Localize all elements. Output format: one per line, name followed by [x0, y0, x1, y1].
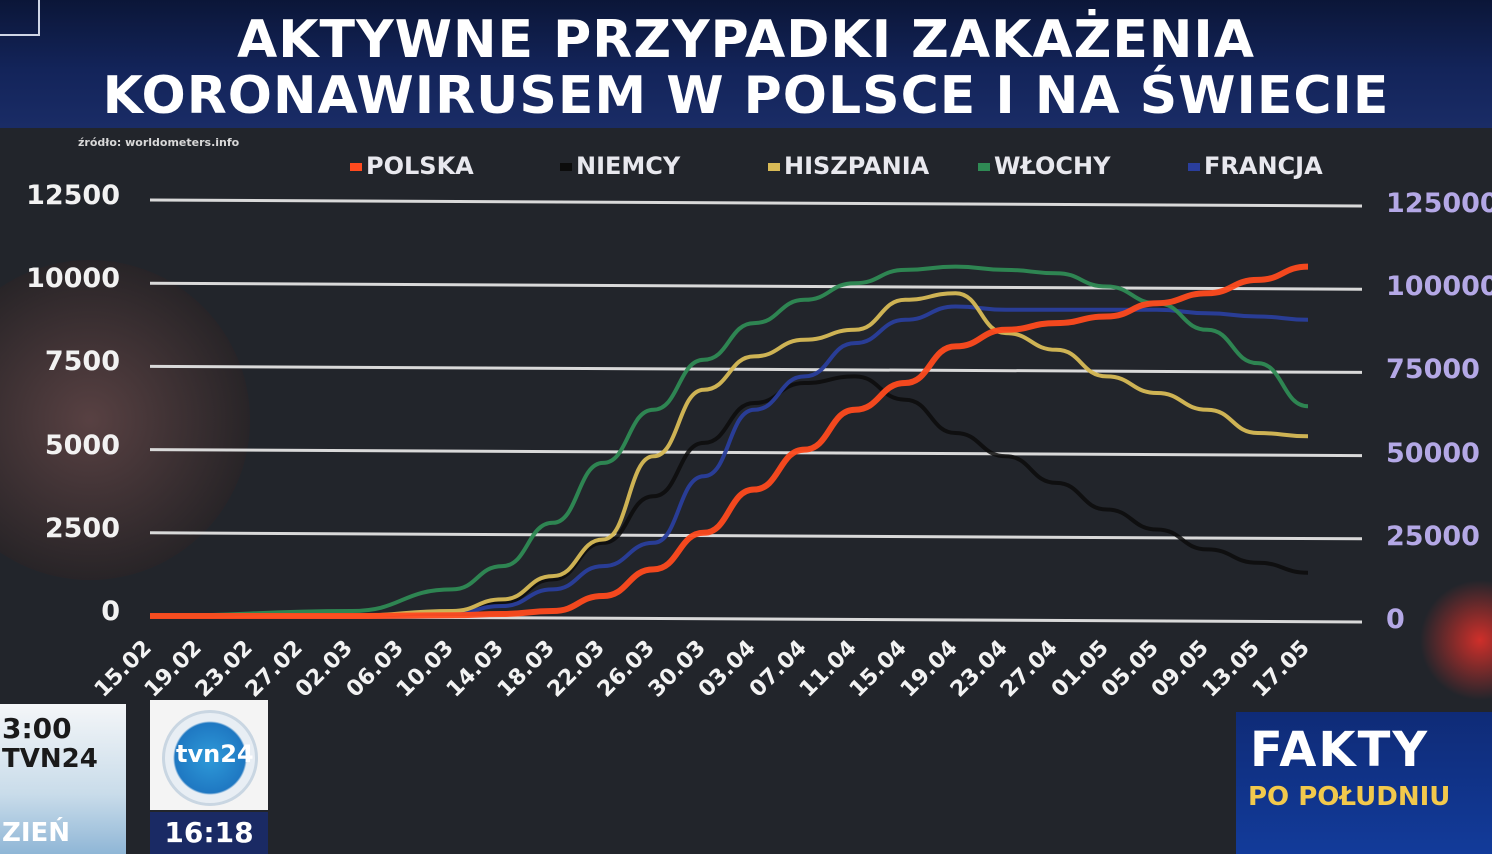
show-title: FAKTY	[1250, 722, 1430, 778]
gridline-1	[149, 531, 1363, 541]
y-right-tick-label: 50000	[1386, 437, 1480, 469]
chart-title-line1: AKTYWNE PRZYPADKI ZAKAŻENIA	[237, 10, 1255, 70]
show-bug: FAKTY PO POŁUDNIU	[1236, 712, 1492, 854]
y-left-tick-label: 10000	[26, 263, 120, 295]
legend-label: NIEMCY	[576, 152, 681, 180]
corner-mark-icon	[0, 0, 40, 36]
source-note: źródło: worldometers.info	[78, 136, 240, 149]
broadcast-clock: 16:18	[150, 812, 268, 854]
gridline-2	[149, 448, 1363, 458]
legend-item-włochy: WŁOCHY	[978, 152, 1111, 180]
legend-swatch-icon	[768, 163, 780, 171]
chart-title-line2: KORONAWIRUSEM W POLSCE I NA ŚWIECIE	[102, 66, 1390, 126]
y-right-tick-label: 0	[1386, 604, 1405, 635]
legend-label: WŁOCHY	[994, 152, 1111, 180]
tvn24-logo-icon	[162, 710, 258, 806]
gridline-3	[149, 364, 1363, 374]
y-left-tick-label: 2500	[44, 512, 120, 544]
legend-label: POLSKA	[366, 152, 474, 180]
y-left-tick-label: 0	[101, 596, 120, 627]
tvn24-logo-text: tvn24	[176, 740, 254, 768]
channel-bug-left: 3:00 TVN24 ZIEŃ	[0, 704, 126, 854]
series-line-polska	[149, 263, 1309, 620]
show-subtitle: PO POŁUDNIU	[1248, 782, 1451, 812]
title-banner: AKTYWNE PRZYPADKI ZAKAŻENIA KORONAWIRUSE…	[0, 0, 1492, 128]
y-right-tick-label: 25000	[1386, 520, 1480, 552]
gridline-4	[149, 281, 1363, 291]
y-right-tick-label: 125000	[1386, 188, 1492, 219]
legend-swatch-icon	[560, 163, 572, 171]
legend-item-francja: FRANCJA	[1188, 152, 1323, 180]
legend-item-niemcy: NIEMCY	[560, 152, 680, 180]
legend-swatch-icon	[978, 163, 990, 171]
y-left-tick-label: 12500	[26, 180, 120, 211]
schedule-time: 3:00	[2, 712, 72, 745]
series-lines	[149, 263, 1309, 620]
schedule-day: ZIEŃ	[2, 818, 71, 848]
legend-label: FRANCJA	[1204, 152, 1323, 180]
legend-item-polska: POLSKA	[350, 152, 474, 180]
legend-label: HISZPANIA	[784, 152, 930, 180]
virus-decoration-icon	[0, 260, 250, 580]
series-line-hiszpania	[149, 291, 1309, 618]
y-right-tick-label: 100000	[1386, 271, 1492, 303]
schedule-channel: TVN24	[2, 744, 98, 774]
gridline-5	[149, 198, 1363, 208]
legend-swatch-icon	[350, 163, 362, 171]
red-glow-decoration	[1420, 580, 1492, 700]
legend-swatch-icon	[1188, 163, 1200, 171]
legend-item-hiszpania: HISZPANIA	[768, 152, 929, 180]
tvn24-logo: tvn24	[150, 700, 268, 810]
gridlines	[149, 198, 1363, 624]
series-line-niemcy	[149, 374, 1309, 618]
y-right-tick-label: 75000	[1386, 354, 1480, 386]
series-line-francja	[149, 304, 1309, 618]
y-left-tick-label: 5000	[44, 429, 120, 461]
y-left-tick-label: 7500	[44, 346, 120, 378]
